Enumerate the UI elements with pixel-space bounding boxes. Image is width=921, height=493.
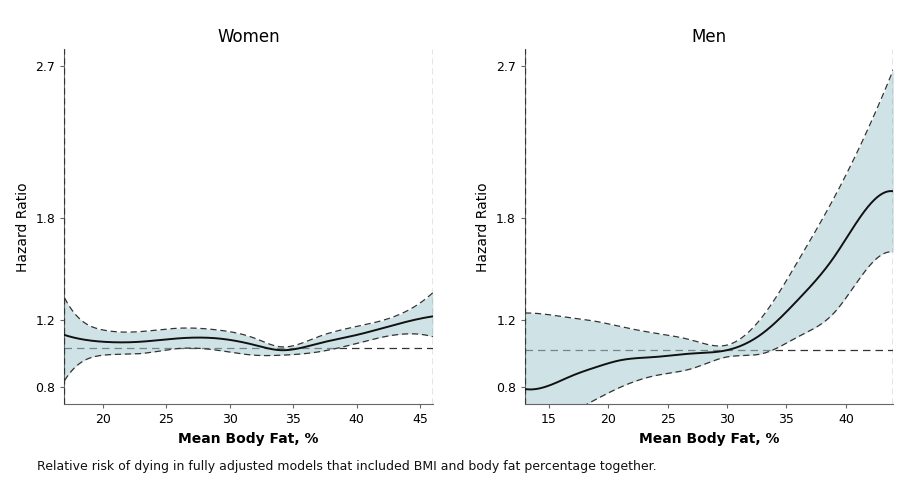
X-axis label: Mean Body Fat, %: Mean Body Fat, % xyxy=(179,432,319,446)
Title: Women: Women xyxy=(217,29,280,46)
Y-axis label: Hazard Ratio: Hazard Ratio xyxy=(16,182,29,272)
Y-axis label: Hazard Ratio: Hazard Ratio xyxy=(476,182,490,272)
Text: Relative risk of dying in fully adjusted models that included BMI and body fat p: Relative risk of dying in fully adjusted… xyxy=(37,460,657,473)
X-axis label: Mean Body Fat, %: Mean Body Fat, % xyxy=(639,432,779,446)
Title: Men: Men xyxy=(692,29,727,46)
